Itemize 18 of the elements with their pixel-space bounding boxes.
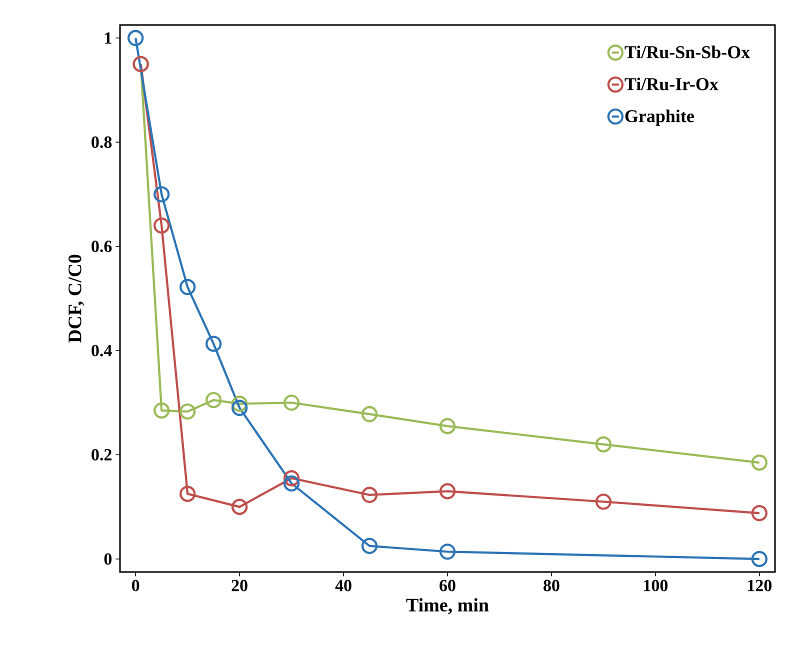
y-tick-label: 0.4 xyxy=(92,344,112,356)
x-tick-label: 80 xyxy=(544,580,560,592)
x-tick-label: 120 xyxy=(748,580,772,592)
legend-label: Ti/Ru-Sn-Sb-Ox xyxy=(624,46,750,58)
x-axis-title: Time, min xyxy=(406,598,489,614)
y-tick-label: 0 xyxy=(104,553,112,565)
x-tick-label: 20 xyxy=(232,580,248,592)
x-tick-label: 0 xyxy=(132,580,140,592)
y-tick-label: 0.2 xyxy=(92,449,112,461)
legend-label: Ti/Ru-Ir-Ox xyxy=(624,78,718,90)
y-tick-label: 1 xyxy=(105,32,112,44)
y-axis-title: DCF, C/C0 xyxy=(68,254,84,343)
y-tick-label: 0.8 xyxy=(92,136,112,148)
x-tick-label: 40 xyxy=(335,580,352,592)
legend-label: Graphite xyxy=(625,110,694,126)
x-tick-label: 100 xyxy=(644,580,668,592)
x-tick-label: 60 xyxy=(440,580,456,592)
y-tick-label: 0.6 xyxy=(92,240,112,252)
